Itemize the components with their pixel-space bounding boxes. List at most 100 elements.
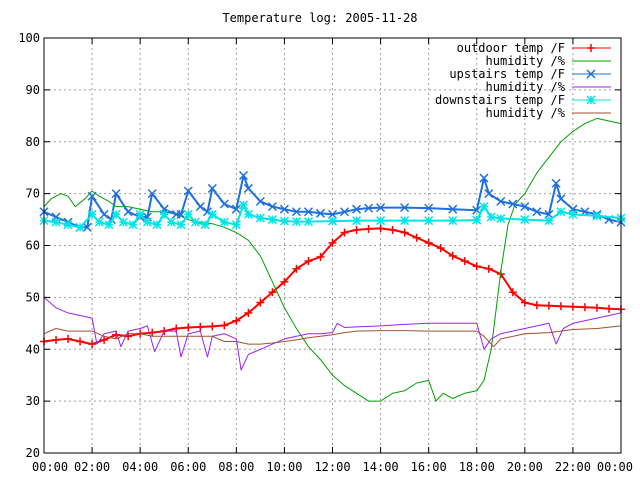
data-point (436, 244, 445, 253)
data-point (520, 298, 529, 307)
data-point (256, 298, 265, 307)
data-point (82, 222, 92, 232)
x-tick-label: 14:00 (363, 460, 399, 474)
series-line (43, 297, 622, 371)
data-point (592, 211, 602, 221)
series-3 (43, 297, 622, 371)
data-point (219, 199, 229, 209)
data-point (448, 204, 458, 214)
data-point (100, 335, 109, 344)
y-tick-label: 50 (26, 290, 40, 304)
x-tick-label: 06:00 (170, 460, 206, 474)
data-point (376, 224, 385, 233)
data-point (195, 202, 205, 212)
x-tick-label: 22:00 (555, 460, 591, 474)
y-tick-label: 70 (26, 187, 40, 201)
data-point (544, 216, 554, 226)
legend-label: outdoor temp /F (457, 41, 565, 55)
data-point (231, 204, 241, 214)
data-point (551, 178, 561, 188)
x-tick-label: 18:00 (459, 460, 495, 474)
data-point (243, 183, 253, 193)
data-point (135, 209, 145, 219)
data-point (460, 257, 469, 266)
data-point (87, 191, 97, 201)
series-line (43, 325, 622, 348)
data-point (63, 220, 73, 230)
data-point (255, 196, 265, 206)
legend-marker (586, 69, 596, 79)
data-point (327, 209, 338, 219)
data-point (376, 216, 386, 226)
data-point (280, 277, 289, 286)
data-point (448, 251, 457, 260)
x-tick-label: 02:00 (74, 460, 110, 474)
data-point (152, 220, 162, 230)
data-point (484, 264, 493, 273)
data-point (400, 203, 410, 213)
data-point (568, 302, 577, 311)
data-point (207, 183, 217, 193)
y-tick-label: 60 (26, 239, 40, 253)
data-point (196, 322, 205, 331)
data-point (142, 217, 152, 227)
x-tick-label: 08:00 (218, 460, 254, 474)
x-tick-label: 20:00 (507, 460, 543, 474)
data-point (479, 173, 489, 183)
x-tick-label: 16:00 (411, 460, 447, 474)
legend-label: humidity /% (486, 80, 566, 94)
legend-marker (587, 44, 595, 52)
data-point (200, 220, 210, 230)
x-axis-ticks: 00:00 02:00 04:00 06:00 08:00 10:00 12:00 14:00… (32, 38, 633, 474)
data-point (556, 207, 566, 217)
data-point (64, 334, 73, 343)
data-point (267, 202, 277, 212)
data-point (208, 322, 217, 331)
data-point (207, 209, 217, 219)
data-point (99, 209, 109, 219)
x-tick-label: 00:00 (597, 460, 633, 474)
data-point (364, 224, 373, 233)
y-tick-label: 100 (18, 31, 40, 45)
data-point (118, 217, 128, 227)
data-point (268, 288, 277, 297)
data-point (556, 194, 566, 204)
data-point (291, 207, 301, 217)
data-point (424, 238, 433, 247)
data-point (508, 288, 517, 297)
data-point (479, 202, 489, 212)
data-point (328, 238, 337, 247)
data-point (76, 337, 85, 346)
data-point (304, 257, 313, 266)
series-5 (43, 325, 622, 348)
data-point (580, 303, 589, 312)
legend-marker (586, 95, 596, 105)
data-point (604, 304, 613, 313)
y-tick-label: 20 (26, 446, 40, 460)
x-tick-label: 00:00 (32, 460, 68, 474)
data-point (184, 323, 193, 332)
data-point (364, 203, 374, 213)
data-point (147, 189, 157, 199)
series-4 (39, 200, 626, 232)
data-point (472, 262, 481, 271)
data-point (267, 215, 277, 225)
data-point (496, 196, 506, 206)
data-point (88, 340, 97, 349)
data-point (239, 170, 249, 180)
data-point (94, 217, 104, 227)
data-point (291, 217, 301, 227)
data-point (339, 207, 350, 217)
data-point (123, 207, 133, 217)
legend-label: humidity /% (486, 106, 566, 120)
x-tick-label: 10:00 (266, 460, 302, 474)
data-point (51, 217, 61, 227)
data-point (592, 303, 601, 312)
data-point (424, 203, 434, 213)
y-tick-label: 30 (26, 394, 40, 408)
data-point (352, 225, 361, 234)
data-point (544, 301, 553, 310)
data-point (316, 252, 325, 261)
data-point (508, 199, 518, 209)
data-series (39, 117, 626, 402)
